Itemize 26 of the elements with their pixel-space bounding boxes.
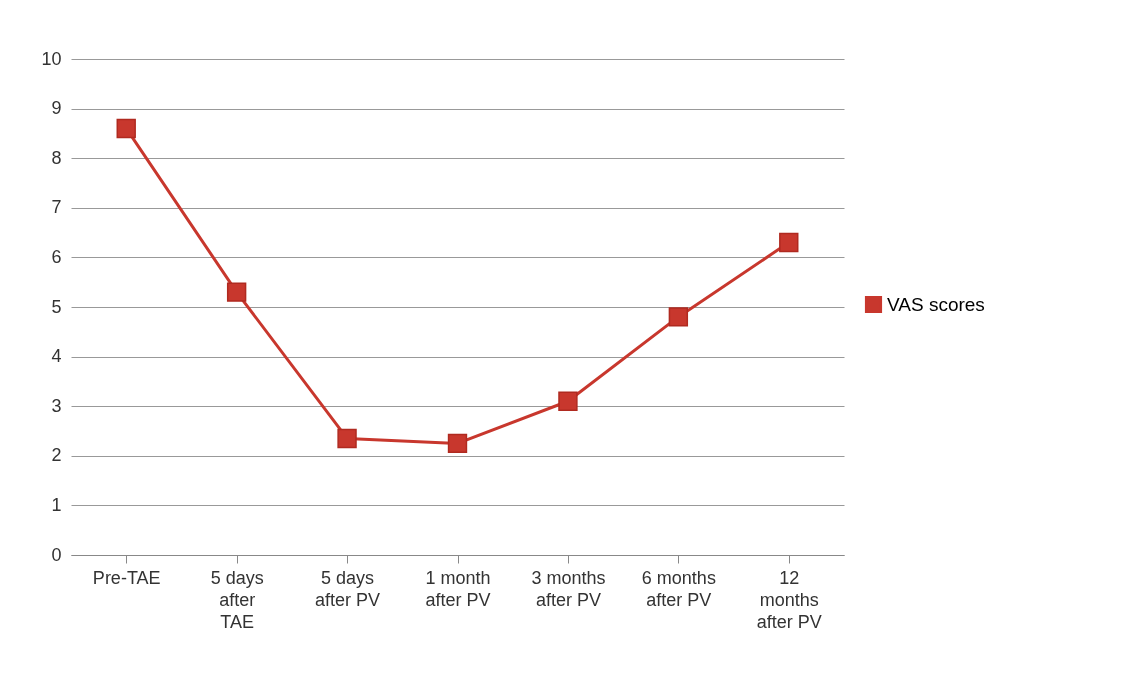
y-tick-label: 3: [51, 395, 62, 416]
x-tick-label: 1 month after PV: [425, 567, 491, 610]
y-tick-label: 0: [51, 544, 62, 565]
x-tick-label: 3 months after PV: [531, 567, 606, 610]
y-tick-label: 8: [51, 147, 62, 168]
x-tick-label: 5 days after PV: [315, 567, 381, 610]
x-tick-label: Pre-TAE: [92, 567, 161, 588]
point: [558, 391, 578, 411]
point: [447, 433, 468, 454]
x-tick-label: 5 days after TAE: [210, 567, 264, 632]
y-tick-label: 6: [51, 246, 62, 267]
point: [116, 118, 136, 139]
y-tick-label: 5: [51, 296, 62, 317]
y-tick-label: 2: [51, 445, 62, 466]
legend-label: VAS scores: [887, 293, 985, 315]
point: [779, 232, 799, 253]
y-tick-label: 4: [51, 346, 62, 367]
y-tick-label: 9: [51, 98, 62, 119]
y-tick-label: 1: [51, 494, 62, 515]
x-tick-label: 12 months after PV: [756, 567, 822, 632]
x-tick-label: 6 months after PV: [641, 567, 716, 610]
point: [337, 428, 357, 449]
point: [226, 282, 247, 302]
y-tick-label: 7: [51, 197, 62, 218]
point: [668, 307, 689, 327]
y-tick-label: 10: [41, 48, 62, 69]
